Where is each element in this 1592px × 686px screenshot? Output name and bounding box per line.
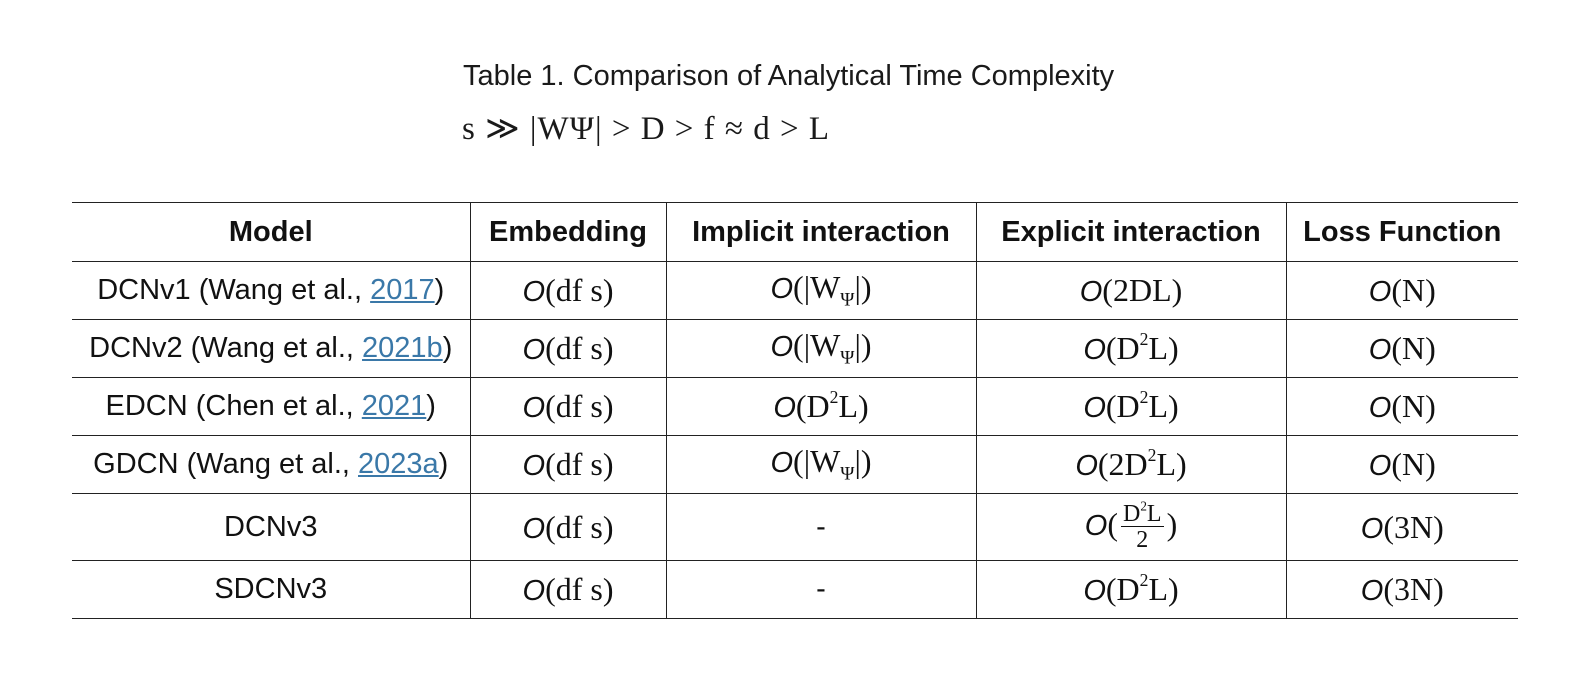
header-embedding: Embedding: [469, 202, 667, 262]
embedding-cell: O(df s): [469, 261, 667, 320]
embedding-complexity: O(df s): [522, 272, 614, 308]
model-name: GDCN (Wang et al.,: [93, 448, 358, 480]
explicit-complexity: O(2DL): [1079, 272, 1183, 308]
model-name: DCNv3: [224, 510, 318, 543]
implicit-complexity: O(|WΨ|): [770, 327, 872, 369]
table-row: DCNv2 (Wang et al., 2021b) O(df s) O(|WΨ…: [72, 319, 1518, 378]
complexity-ordering: s ≫ |WΨ| > D > f ≈ d > L: [462, 111, 831, 147]
implicit-complexity: -: [816, 510, 826, 543]
table-row: EDCN (Chen et al., 2021) O(df s) O(D2L) …: [72, 377, 1518, 436]
embedding-complexity: O(df s): [522, 446, 614, 482]
loss-complexity: O(3N): [1360, 571, 1444, 607]
model-cell: DCNv1 (Wang et al., 2017): [72, 261, 471, 320]
loss-cell: O(3N): [1285, 560, 1518, 619]
model-suffix: ): [438, 448, 449, 480]
explicit-complexity: O(2D2L): [1075, 444, 1187, 482]
citation-link[interactable]: 2017: [370, 274, 435, 306]
embedding-cell: O(df s): [469, 560, 667, 619]
table-row: GDCN (Wang et al., 2023a) O(df s) O(|WΨ|…: [72, 435, 1518, 494]
implicit-complexity: O(D2L): [773, 386, 869, 424]
table-row: DCNv3 O(df s) - O(D2L 2) O(3N): [72, 493, 1518, 561]
citation-link[interactable]: 2021b: [362, 332, 443, 364]
loss-complexity: O(N): [1368, 446, 1436, 482]
explicit-cell: O(D2L): [975, 560, 1287, 619]
implicit-cell: O(|WΨ|): [665, 261, 977, 320]
model-cell: GDCN (Wang et al., 2023a): [72, 435, 471, 494]
implicit-cell: -: [665, 493, 977, 561]
citation-link[interactable]: 2021: [361, 390, 427, 422]
embedding-complexity: O(df s): [522, 388, 614, 424]
header-implicit: Implicit interaction: [665, 202, 977, 262]
explicit-complexity: O(D2L): [1083, 328, 1179, 366]
embedding-cell: O(df s): [469, 319, 667, 378]
model-cell: DCNv3: [72, 493, 471, 561]
explicit-cell: O(2D2L): [975, 435, 1287, 494]
model-suffix: ): [442, 332, 453, 364]
model-suffix: ): [426, 390, 436, 422]
table-header-row: Model Embedding Implicit interaction Exp…: [72, 202, 1518, 262]
explicit-cell: O(D2L): [975, 377, 1287, 436]
header-explicit: Explicit interaction: [975, 202, 1287, 262]
implicit-cell: O(|WΨ|): [665, 435, 977, 494]
explicit-complexity: O(D2L): [1083, 569, 1179, 607]
complexity-table: Model Embedding Implicit interaction Exp…: [72, 202, 1518, 619]
table-row: SDCNv3 O(df s) - O(D2L) O(3N): [72, 560, 1518, 619]
model-suffix: ): [434, 274, 445, 306]
loss-complexity: O(N): [1368, 330, 1436, 366]
embedding-complexity: O(df s): [522, 571, 614, 607]
implicit-cell: O(|WΨ|): [665, 319, 977, 378]
loss-cell: O(N): [1285, 319, 1518, 378]
embedding-cell: O(df s): [469, 435, 667, 494]
loss-cell: O(N): [1285, 261, 1518, 320]
explicit-cell: O(D2L 2): [975, 493, 1287, 561]
header-loss: Loss Function: [1285, 202, 1518, 262]
embedding-complexity: O(df s): [522, 330, 614, 366]
header-model: Model: [72, 202, 471, 262]
loss-cell: O(N): [1285, 435, 1518, 494]
implicit-complexity: O(|WΨ|): [770, 443, 872, 485]
explicit-complexity: O(D2L 2): [1084, 498, 1178, 553]
embedding-complexity: O(df s): [522, 508, 614, 545]
model-cell: EDCN (Chen et al., 2021): [72, 377, 471, 436]
loss-cell: O(3N): [1285, 493, 1518, 561]
table-row: DCNv1 (Wang et al., 2017) O(df s) O(|WΨ|…: [72, 261, 1518, 320]
loss-complexity: O(3N): [1360, 508, 1444, 545]
embedding-cell: O(df s): [469, 493, 667, 561]
explicit-complexity: O(D2L): [1083, 386, 1179, 424]
implicit-cell: -: [665, 560, 977, 619]
explicit-cell: O(2DL): [975, 261, 1287, 320]
loss-complexity: O(N): [1368, 388, 1436, 424]
model-name: DCNv1 (Wang et al.,: [97, 274, 371, 306]
loss-complexity: O(N): [1368, 272, 1436, 308]
implicit-complexity: O(|WΨ|): [770, 269, 872, 311]
embedding-cell: O(df s): [469, 377, 667, 436]
citation-link[interactable]: 2023a: [358, 448, 439, 480]
model-name: DCNv2 (Wang et al.,: [89, 332, 363, 364]
model-cell: SDCNv3: [72, 560, 471, 619]
model-cell: DCNv2 (Wang et al., 2021b): [72, 319, 471, 378]
explicit-cell: O(D2L): [975, 319, 1287, 378]
table-caption: Table 1. Comparison of Analytical Time C…: [463, 60, 1115, 92]
model-name: EDCN (Chen et al.,: [105, 390, 362, 422]
implicit-cell: O(D2L): [665, 377, 977, 436]
loss-cell: O(N): [1285, 377, 1518, 436]
model-name: SDCNv3: [214, 573, 328, 605]
implicit-complexity: -: [816, 573, 826, 605]
